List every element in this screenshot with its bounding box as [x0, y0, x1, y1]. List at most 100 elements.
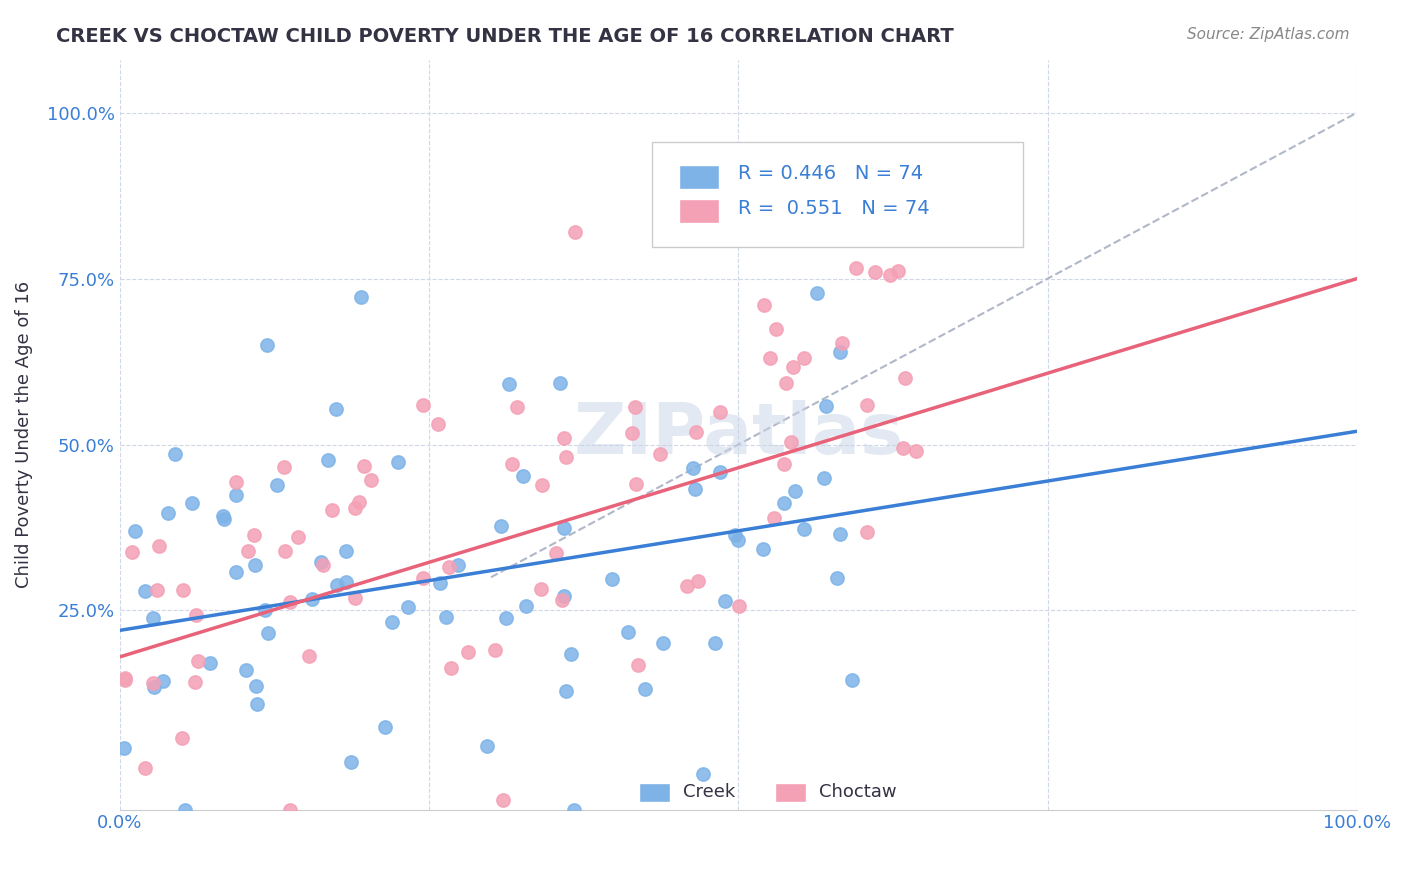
Choctaw [765, 322, 787, 336]
Choctaw [172, 582, 194, 597]
Choctaw [793, 351, 815, 366]
Choctaw [887, 264, 910, 278]
Creek [340, 755, 363, 769]
Creek [683, 483, 706, 497]
Choctaw [172, 731, 194, 745]
Creek [512, 468, 534, 483]
Choctaw [894, 371, 917, 385]
Creek [553, 521, 575, 535]
Choctaw [274, 544, 297, 558]
Choctaw [114, 673, 136, 688]
Choctaw [752, 298, 775, 312]
Choctaw [243, 528, 266, 542]
Creek [246, 697, 269, 711]
Choctaw [685, 425, 707, 439]
Creek [752, 542, 775, 557]
Choctaw [457, 645, 479, 659]
Creek [498, 376, 520, 391]
Text: ZIPatlas: ZIPatlas [574, 401, 904, 469]
Choctaw [831, 335, 853, 350]
Creek [165, 447, 187, 461]
Choctaw [775, 376, 797, 390]
Creek [212, 508, 235, 523]
Choctaw [855, 398, 877, 412]
Text: R = 0.446   N = 74: R = 0.446 N = 74 [738, 164, 924, 183]
Creek [325, 401, 347, 416]
FancyBboxPatch shape [679, 165, 718, 188]
Creek [309, 555, 332, 569]
Choctaw [360, 473, 382, 487]
Choctaw [501, 457, 523, 471]
Text: Source: ZipAtlas.com: Source: ZipAtlas.com [1187, 27, 1350, 42]
Choctaw [312, 558, 335, 573]
Choctaw [686, 574, 709, 589]
Creek [634, 681, 657, 696]
Creek [387, 455, 409, 469]
Creek [515, 599, 537, 613]
Choctaw [439, 560, 461, 574]
Creek [555, 683, 578, 698]
Choctaw [186, 608, 208, 623]
Creek [447, 558, 470, 572]
Creek [225, 488, 247, 502]
Choctaw [863, 265, 886, 279]
Creek [266, 478, 288, 492]
Creek [181, 496, 204, 510]
Choctaw [624, 476, 647, 491]
Creek [214, 512, 236, 526]
Choctaw [142, 675, 165, 690]
Creek [704, 636, 727, 650]
Choctaw [530, 582, 553, 596]
Creek [335, 544, 357, 558]
Choctaw [343, 500, 366, 515]
Choctaw [905, 443, 928, 458]
Creek [436, 610, 458, 624]
Creek [692, 767, 714, 781]
Choctaw [134, 762, 156, 776]
Text: Creek: Creek [683, 783, 735, 801]
Choctaw [412, 571, 434, 585]
Creek [714, 593, 737, 607]
Choctaw [554, 450, 576, 464]
Creek [257, 625, 280, 640]
Creek [124, 524, 146, 538]
Choctaw [709, 405, 731, 419]
Choctaw [879, 268, 901, 282]
Choctaw [544, 546, 567, 560]
Choctaw [856, 524, 879, 539]
Creek [350, 290, 373, 304]
Text: CREEK VS CHOCTAW CHILD POVERTY UNDER THE AGE OF 16 CORRELATION CHART: CREEK VS CHOCTAW CHILD POVERTY UNDER THE… [56, 27, 955, 45]
Choctaw [506, 400, 529, 414]
Choctaw [121, 545, 143, 559]
Choctaw [298, 648, 321, 663]
Creek [477, 739, 499, 753]
Choctaw [772, 457, 794, 471]
Choctaw [564, 225, 586, 239]
Creek [112, 741, 135, 756]
Creek [491, 519, 513, 533]
Creek [374, 720, 396, 734]
Creek [225, 565, 247, 579]
Choctaw [676, 579, 699, 593]
Creek [553, 589, 575, 603]
Text: R =  0.551   N = 74: R = 0.551 N = 74 [738, 199, 929, 218]
Creek [301, 591, 323, 606]
Choctaw [891, 442, 914, 456]
Creek [256, 338, 278, 352]
Creek [152, 673, 174, 688]
Choctaw [782, 360, 804, 375]
Creek [709, 466, 731, 480]
Choctaw [440, 661, 463, 675]
Choctaw [353, 459, 375, 474]
Creek [548, 376, 571, 390]
Creek [396, 599, 419, 614]
Choctaw [273, 459, 295, 474]
Creek [142, 611, 165, 625]
Creek [727, 533, 749, 547]
Choctaw [225, 475, 247, 490]
Creek [335, 575, 357, 590]
Choctaw [758, 351, 780, 365]
Creek [773, 495, 796, 509]
Choctaw [148, 539, 170, 553]
Choctaw [553, 431, 575, 445]
